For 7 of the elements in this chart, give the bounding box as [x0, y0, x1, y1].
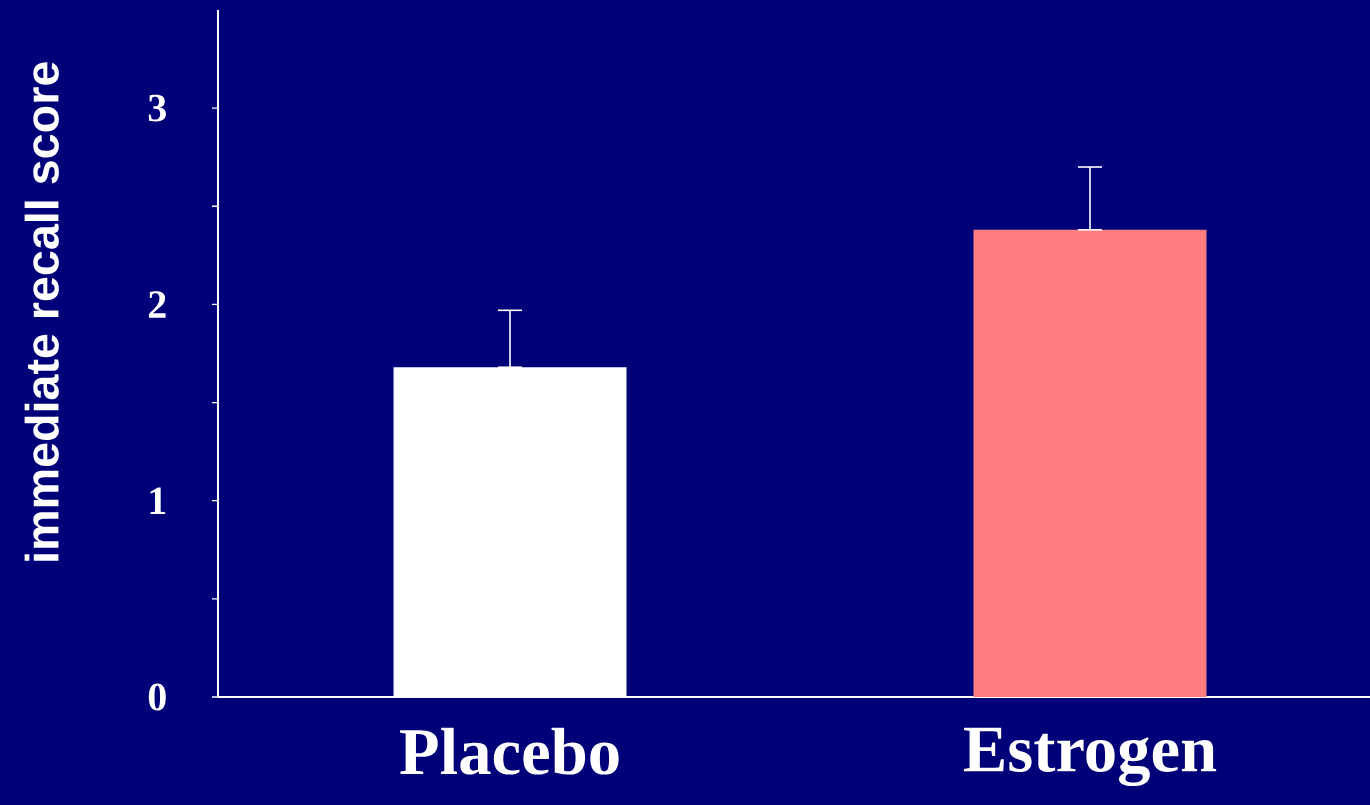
y-tick-label: 3 — [148, 94, 166, 122]
y-tick-label: 2 — [148, 291, 166, 318]
x-tick-label: Placebo — [400, 727, 619, 775]
y-tick-label: 0 — [148, 683, 166, 711]
x-tick-label: Estrogen — [963, 727, 1217, 787]
y-axis-title: immediate recall score — [24, 62, 59, 561]
y-tick-label: 1 — [150, 487, 166, 514]
